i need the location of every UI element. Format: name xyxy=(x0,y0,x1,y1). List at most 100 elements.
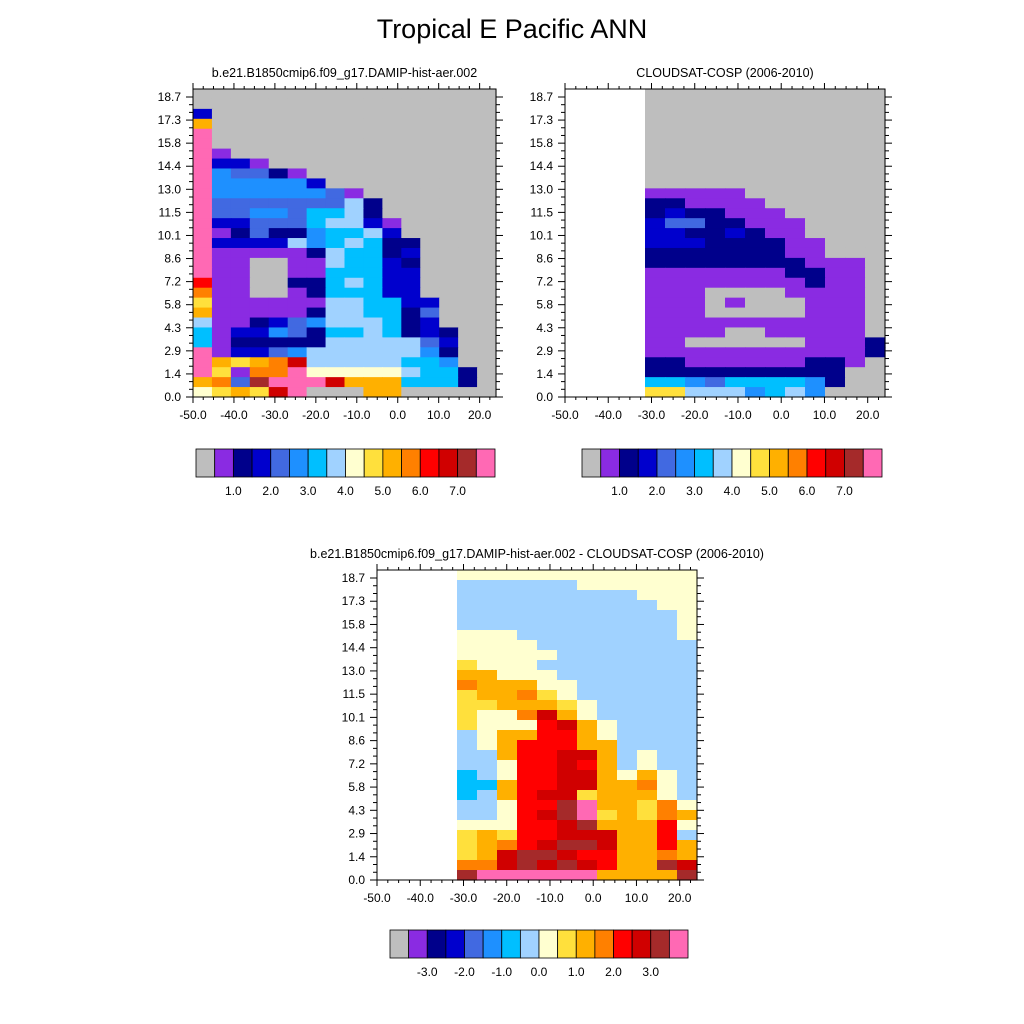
heatmap-cell xyxy=(705,208,726,219)
heatmap-cell xyxy=(477,277,497,289)
heatmap-cell xyxy=(537,860,558,871)
y-tick-label: 18.7 xyxy=(530,90,554,104)
heatmap-cell xyxy=(677,730,698,741)
heatmap-cell xyxy=(677,780,698,791)
heatmap-cell xyxy=(517,580,538,591)
heatmap-cell xyxy=(211,287,232,299)
heatmap-cell xyxy=(517,590,538,601)
heatmap-cell xyxy=(211,377,232,388)
heatmap-cell xyxy=(865,188,886,199)
heatmap-cell xyxy=(268,357,289,368)
figure-title: Tropical E Pacific ANN xyxy=(376,14,648,44)
heatmap-cell xyxy=(677,580,698,591)
heatmap-cell xyxy=(230,277,251,289)
heatmap-cell xyxy=(637,800,658,811)
heatmap-cell xyxy=(865,327,886,338)
x-tick-label: -20.0 xyxy=(493,891,521,905)
heatmap-cell xyxy=(765,228,786,239)
heatmap-cell xyxy=(517,860,538,871)
heatmap-cell xyxy=(477,367,497,378)
heatmap-cell xyxy=(497,740,518,751)
heatmap-cell xyxy=(645,218,666,229)
colorbar-box xyxy=(232,448,253,478)
heatmap-cell xyxy=(287,267,308,279)
heatmap-cell xyxy=(765,267,786,279)
heatmap-cell xyxy=(457,870,478,881)
heatmap-cell xyxy=(382,138,402,150)
heatmap-cell xyxy=(382,307,402,319)
heatmap-cell xyxy=(193,347,213,358)
heatmap-cell xyxy=(637,790,658,801)
heatmap-cell xyxy=(745,357,766,368)
heatmap-cell xyxy=(765,198,786,209)
heatmap-cell xyxy=(865,178,886,189)
heatmap-cell xyxy=(230,98,251,110)
heatmap-cell xyxy=(344,297,365,309)
y-tick-label: 13.0 xyxy=(530,182,554,196)
heatmap-cell xyxy=(617,770,638,781)
heatmap-cell xyxy=(597,860,618,871)
heatmap-cell xyxy=(785,277,806,289)
heatmap-cell xyxy=(325,98,346,110)
heatmap-cell xyxy=(705,228,726,239)
heatmap-cell xyxy=(597,840,618,851)
heatmap-cell xyxy=(805,387,826,398)
heatmap-cell xyxy=(617,720,638,731)
heatmap-cell xyxy=(211,387,232,398)
heatmap-cell xyxy=(557,670,578,681)
heatmap-cell xyxy=(845,377,866,388)
heatmap-cell xyxy=(645,238,666,249)
heatmap-cell xyxy=(537,810,558,821)
heatmap-cell xyxy=(677,720,698,731)
heatmap-cell xyxy=(287,168,308,180)
heatmap-cell xyxy=(557,640,578,651)
heatmap-cell xyxy=(344,247,365,259)
x-tick-label: 10.0 xyxy=(813,408,837,422)
heatmap-cell xyxy=(677,760,698,771)
heatmap-cell xyxy=(517,740,538,751)
heatmap-cell xyxy=(537,700,558,711)
heatmap-cell xyxy=(477,850,498,861)
heatmap-cell xyxy=(325,257,346,269)
heatmap-cell xyxy=(420,118,440,130)
heatmap-cell xyxy=(517,700,538,711)
heatmap-cell xyxy=(287,138,308,150)
heatmap-cell xyxy=(325,198,346,209)
heatmap-cell xyxy=(637,660,658,671)
heatmap-cell xyxy=(363,277,383,289)
heatmap-cell xyxy=(745,188,766,199)
heatmap-cell xyxy=(705,108,726,120)
heatmap-cell xyxy=(865,367,886,378)
heatmap-cell xyxy=(617,850,638,861)
heatmap-cell xyxy=(785,148,806,160)
heatmap-cell xyxy=(363,367,383,378)
heatmap-cell xyxy=(382,317,402,329)
heatmap-cell xyxy=(344,257,365,269)
heatmap-cell xyxy=(193,267,213,279)
heatmap-cell xyxy=(685,317,706,329)
heatmap-cell xyxy=(382,198,402,209)
heatmap-cell xyxy=(845,108,866,120)
heatmap-cell xyxy=(230,267,251,279)
heatmap-cell xyxy=(785,247,806,259)
heatmap-cell xyxy=(765,208,786,219)
heatmap-cell xyxy=(193,317,213,329)
heatmap-cell xyxy=(249,327,270,338)
heatmap-cell xyxy=(517,780,538,791)
heatmap-cell xyxy=(439,178,459,189)
heatmap-cell xyxy=(537,660,558,671)
heatmap-cell xyxy=(845,168,866,180)
heatmap-cell xyxy=(645,377,666,388)
heatmap-cell xyxy=(865,198,886,209)
heatmap-cell xyxy=(685,238,706,249)
heatmap-cell xyxy=(458,297,478,309)
heatmap-cell xyxy=(325,337,346,348)
heatmap-cell xyxy=(230,307,251,319)
heatmap-cell xyxy=(268,327,289,338)
heatmap-cell xyxy=(765,89,786,100)
heatmap-cell xyxy=(477,158,497,170)
heatmap-cell xyxy=(382,208,402,219)
heatmap-cell xyxy=(287,357,308,368)
heatmap-cell xyxy=(211,158,232,170)
colorbar-box xyxy=(750,448,770,478)
